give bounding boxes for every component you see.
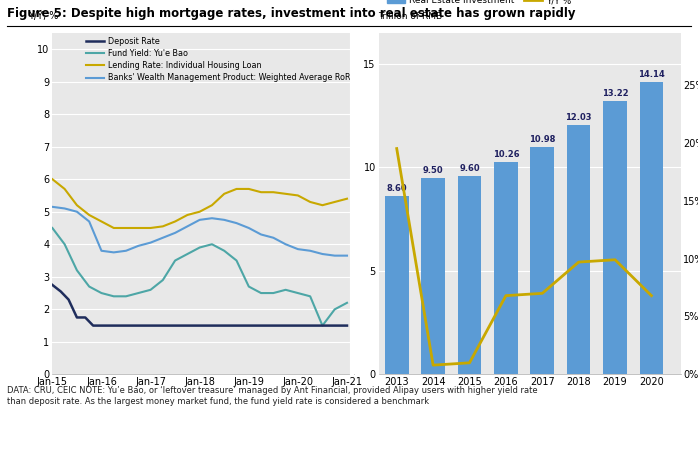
Text: Trillion of RMB: Trillion of RMB: [378, 12, 443, 21]
Bar: [422, 178, 445, 374]
Text: 8.60: 8.60: [387, 184, 407, 193]
Text: Y/Y, %: Y/Y, %: [28, 11, 59, 21]
Text: 13.22: 13.22: [602, 88, 628, 97]
Bar: [603, 101, 627, 374]
Text: Figure 5: Despite high mortgage rates, investment into real estate has grown rap: Figure 5: Despite high mortgage rates, i…: [7, 7, 575, 20]
Bar: [639, 81, 663, 374]
Legend: Deposit Rate, Fund Yield: Yu'e Bao, Lending Rate: Individual Housing Loan, Banks: Deposit Rate, Fund Yield: Yu'e Bao, Lend…: [86, 37, 350, 82]
Text: 9.50: 9.50: [423, 166, 443, 175]
Bar: [385, 197, 408, 374]
Legend: Real Estate Investment, Y/Y %: Real Estate Investment, Y/Y %: [383, 0, 575, 9]
Bar: [458, 176, 482, 374]
Text: 12.03: 12.03: [565, 113, 592, 122]
Text: 14.14: 14.14: [638, 70, 664, 79]
Bar: [567, 125, 591, 374]
Bar: [494, 162, 518, 374]
Text: 9.60: 9.60: [459, 163, 480, 173]
Text: DATA: CRU, CEIC NOTE: Yu’e Bao, or ‘leftover treasure’ managed by Ant Financial,: DATA: CRU, CEIC NOTE: Yu’e Bao, or ‘left…: [7, 386, 537, 405]
Bar: [530, 147, 554, 374]
Text: 10.98: 10.98: [529, 135, 556, 144]
Text: 10.26: 10.26: [493, 150, 519, 159]
